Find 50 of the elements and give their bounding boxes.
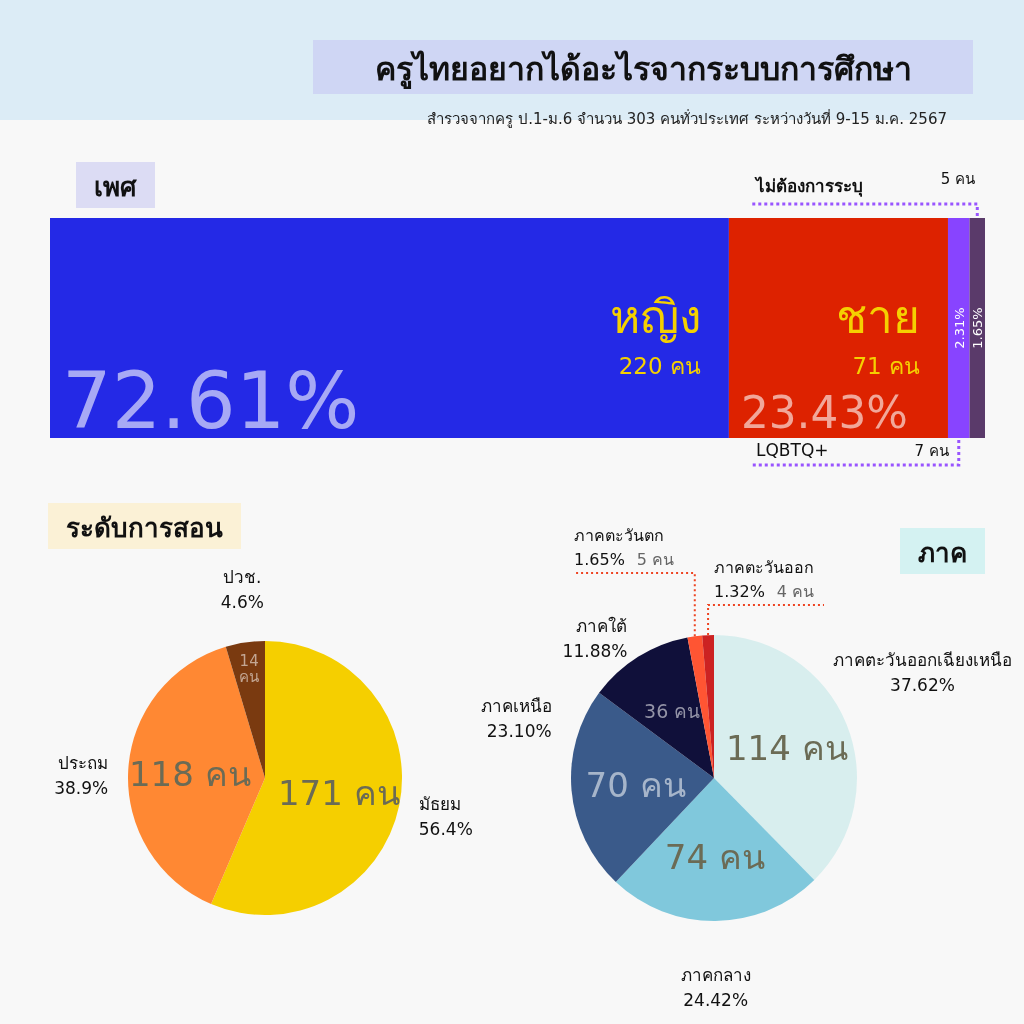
chart-title: ระดับการสอน xyxy=(66,513,223,543)
data-label: 5 คน xyxy=(636,550,675,569)
data-label: 1.65% xyxy=(970,307,986,349)
text: 11.88% xyxy=(562,640,628,661)
slice-label: ปวช. xyxy=(223,566,262,587)
bar xyxy=(969,218,985,438)
data-label: 171 คน xyxy=(277,773,400,814)
chart-title: ภาค xyxy=(918,538,967,568)
text: 4.6% xyxy=(220,591,264,612)
text: ไม่ต้องการระบุ xyxy=(754,176,863,197)
text: 37.62% xyxy=(890,675,955,696)
text: 24.42% xyxy=(683,989,749,1010)
data-label: 4 คน xyxy=(776,582,815,601)
text: 56.4% xyxy=(418,818,473,839)
chart-title: เพศ xyxy=(94,172,137,202)
text: 7 คน xyxy=(914,442,949,460)
data-label: 14 คน xyxy=(239,651,260,687)
series-label: ชาย xyxy=(835,290,920,344)
bar xyxy=(728,218,948,438)
slice-label: ภาคตะวันออก xyxy=(714,558,814,577)
slice-label: ภาคใต้ xyxy=(576,615,628,636)
slice-label: ภาคกลาง xyxy=(680,964,751,985)
series-label: หญิง xyxy=(609,290,701,344)
annotation: 71 คน xyxy=(852,353,920,379)
bar xyxy=(947,218,970,438)
text: 5 คน xyxy=(940,170,975,188)
text: 23.10% xyxy=(486,721,552,742)
data-label: 118 คน xyxy=(128,753,251,794)
data-label: 23.43% xyxy=(740,387,908,438)
text: ครูไทยอยากได้อะไรจากระบบการศึกษา xyxy=(374,50,912,90)
bar xyxy=(50,218,729,438)
data-label: 114 คน xyxy=(725,728,848,769)
pie-slice xyxy=(571,692,714,882)
data-label: 2.31% xyxy=(951,307,967,349)
text: 1.32% xyxy=(714,582,765,601)
data-label: 36 คน xyxy=(644,700,701,723)
slice-label: ภาคตะวันออกเฉียงเหนือ xyxy=(833,650,1012,671)
text: LQBTQ+ xyxy=(756,440,829,460)
data-label: 74 คน xyxy=(664,836,765,877)
text: 1.65% xyxy=(574,550,625,569)
slice-label: ภาคเหนือ xyxy=(480,696,552,717)
slice-label: มัธยม xyxy=(418,793,461,814)
slice-label: ประถม xyxy=(58,753,109,774)
data-label: 72.61% xyxy=(62,356,360,446)
slice-label: ภาคตะวันตก xyxy=(574,526,664,545)
text: 38.9% xyxy=(54,778,109,799)
data-label: 70 คน xyxy=(585,764,686,805)
annotation: 220 คน xyxy=(618,353,701,379)
text: สำรวจจากครู ป.1-ม.6 จำนวน 303 คนทั่วประเทศ ระหว่างวันที่ 9-15 ม.ค. 2567 xyxy=(427,108,947,128)
pie-slice xyxy=(128,646,265,904)
